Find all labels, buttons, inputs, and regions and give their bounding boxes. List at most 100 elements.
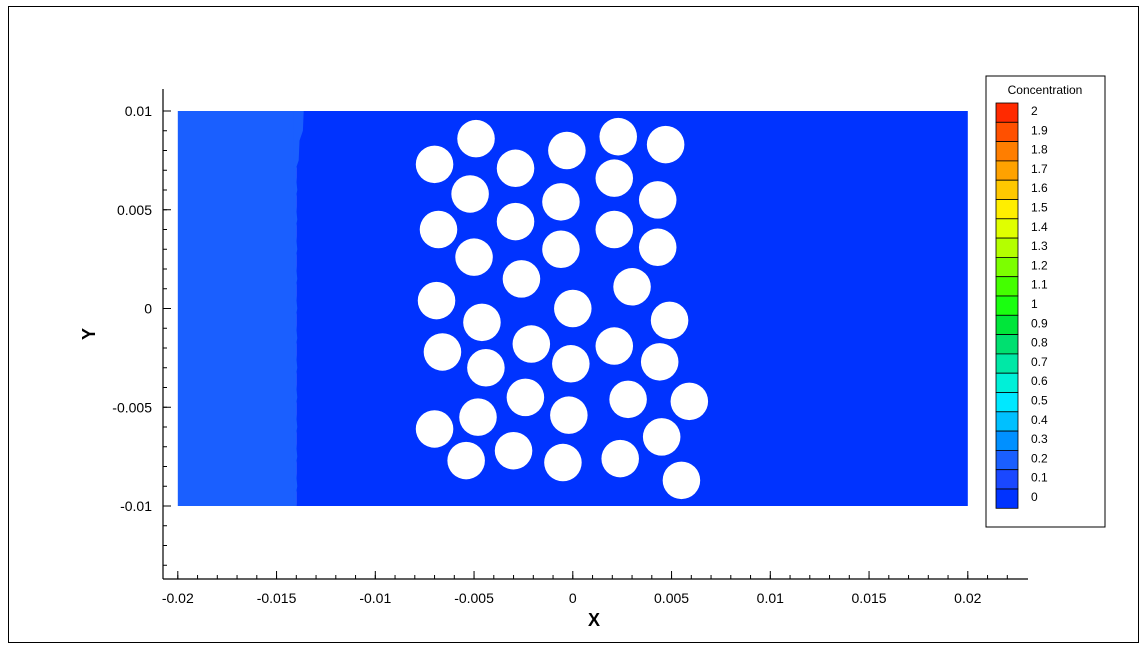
obstacle-23 — [423, 333, 462, 371]
obstacle-34 — [550, 396, 588, 434]
x-axis-title: X — [588, 610, 600, 630]
legend-swatch-17 — [995, 430, 1019, 451]
obstacle-32 — [415, 410, 454, 448]
x-tick-label: -0.005 — [454, 590, 494, 606]
legend-label-19: 0.1 — [1031, 471, 1048, 485]
x-tick-label: -0.015 — [257, 590, 297, 606]
legend-label-14: 0.6 — [1031, 374, 1048, 388]
x-tick-label: 0.01 — [757, 590, 784, 606]
obstacle-12 — [496, 202, 535, 241]
legend-label-1: 1.9 — [1031, 123, 1048, 137]
legend-swatch-5 — [995, 199, 1019, 220]
legend: Concentration 2 1.9 1.8 1.7 1.6 1.5 1.4 1.3 1.2 1… — [985, 75, 1106, 528]
y-tick-label: -0.01 — [120, 498, 152, 514]
legend-swatch-18 — [995, 449, 1019, 471]
legend-label-11: 0.9 — [1031, 316, 1048, 330]
concentration-front — [293, 111, 304, 506]
obstacle-27 — [552, 345, 590, 383]
legend-label-15: 0.5 — [1031, 394, 1048, 408]
obstacle-7 — [451, 175, 489, 213]
obstacle-14 — [455, 238, 493, 276]
figure-frame: -0.02 -0.015 -0.01 -0.005 0 0.005 0.01 0.015 0.0… — [8, 6, 1139, 643]
y-axis-title: Y — [79, 328, 99, 340]
obstacle-20 — [554, 289, 592, 328]
legend-label-10: 1 — [1031, 297, 1038, 311]
x-tick-label: 0 — [569, 590, 577, 606]
legend-swatch-0 — [995, 102, 1019, 123]
legend-label-4: 1.6 — [1031, 181, 1048, 195]
legend-label-2: 1.8 — [1031, 143, 1048, 157]
obstacle-37 — [494, 431, 533, 470]
legend-label-9: 1.1 — [1031, 278, 1048, 292]
y-tick-label: 0.01 — [125, 103, 152, 119]
x-tick-label: -0.02 — [162, 590, 194, 606]
legend-swatch-8 — [995, 256, 1019, 278]
obstacle-6 — [646, 125, 685, 164]
obstacle-18 — [613, 268, 651, 306]
obstacle-25 — [595, 327, 634, 365]
legend-title: Concentration — [1008, 83, 1083, 97]
obstacle-29 — [506, 378, 545, 417]
legend-label-5: 1.5 — [1031, 201, 1048, 215]
legend-swatch-6 — [995, 218, 1019, 239]
obstacle-30 — [609, 380, 647, 419]
obstacle-38 — [544, 443, 582, 482]
legend-label-17: 0.3 — [1031, 432, 1048, 446]
obstacle-21 — [463, 303, 501, 342]
obstacle-36 — [447, 441, 485, 480]
legend-swatch-12 — [995, 334, 1019, 355]
obstacle-15 — [542, 230, 580, 269]
y-tick-label: -0.005 — [112, 399, 152, 415]
legend-swatch-10 — [995, 295, 1019, 316]
y-tick-label: 0 — [144, 301, 152, 317]
obstacle-26 — [467, 348, 505, 387]
legend-swatch-2 — [995, 141, 1019, 162]
legend-label-8: 1.2 — [1031, 258, 1048, 272]
y-tick-label: 0.005 — [117, 202, 152, 218]
obstacle-3 — [496, 149, 535, 188]
x-tick-label: -0.01 — [359, 590, 391, 606]
region-0 — [177, 111, 297, 506]
legend-swatch-14 — [995, 372, 1019, 393]
x-ticks-group: -0.02 -0.015 -0.01 -0.005 0 0.005 0.01 0.015 0.0… — [162, 571, 1008, 606]
legend-swatch-19 — [995, 469, 1019, 490]
contour-chart: -0.02 -0.015 -0.01 -0.005 0 0.005 0.01 0.015 0.0… — [79, 75, 1106, 630]
obstacle-33 — [459, 398, 497, 436]
obstacle-2 — [415, 145, 454, 184]
obstacle-10 — [638, 181, 677, 219]
x-tick-label: 0.015 — [852, 590, 887, 606]
obstacle-11 — [419, 210, 458, 249]
obstacle-13 — [595, 210, 634, 249]
obstacle-4 — [548, 131, 586, 170]
obstacle-31 — [670, 382, 709, 421]
legend-swatch-3 — [995, 160, 1019, 181]
legend-label-0: 2 — [1031, 104, 1038, 118]
legend-swatch-11 — [995, 314, 1019, 335]
legend-swatch-13 — [995, 353, 1019, 374]
x-tick-label: 0.02 — [954, 590, 981, 606]
x-tick-label: 0.005 — [654, 590, 689, 606]
obstacle-24 — [512, 325, 551, 363]
legend-label-13: 0.7 — [1031, 355, 1048, 369]
obstacle-16 — [638, 228, 677, 267]
legend-swatch-15 — [995, 392, 1019, 413]
legend-swatch-7 — [995, 237, 1019, 258]
legend-swatch-9 — [995, 276, 1019, 297]
obstacle-39 — [601, 439, 639, 478]
obstacle-8 — [595, 159, 634, 197]
obstacle-19 — [417, 281, 456, 320]
legend-label-7: 1.3 — [1031, 239, 1048, 253]
legend-swatch-16 — [995, 411, 1019, 432]
legend-swatch-1 — [995, 121, 1019, 143]
legend-label-12: 0.8 — [1031, 336, 1048, 350]
legend-label-20: 0 — [1031, 490, 1038, 504]
obstacle-5 — [599, 117, 637, 156]
obstacle-1 — [457, 119, 495, 158]
obstacle-28 — [640, 343, 679, 381]
obstacle-17 — [502, 260, 541, 298]
legend-label-16: 0.4 — [1031, 413, 1048, 427]
legend-items: 2 1.9 1.8 1.7 1.6 1.5 1.4 1.3 1.2 1.1 1 0.9 0.8 0.7 0.… — [995, 102, 1048, 509]
obstacle-40 — [662, 461, 701, 500]
legend-label-6: 1.4 — [1031, 220, 1048, 234]
obstacle-9 — [542, 183, 580, 221]
